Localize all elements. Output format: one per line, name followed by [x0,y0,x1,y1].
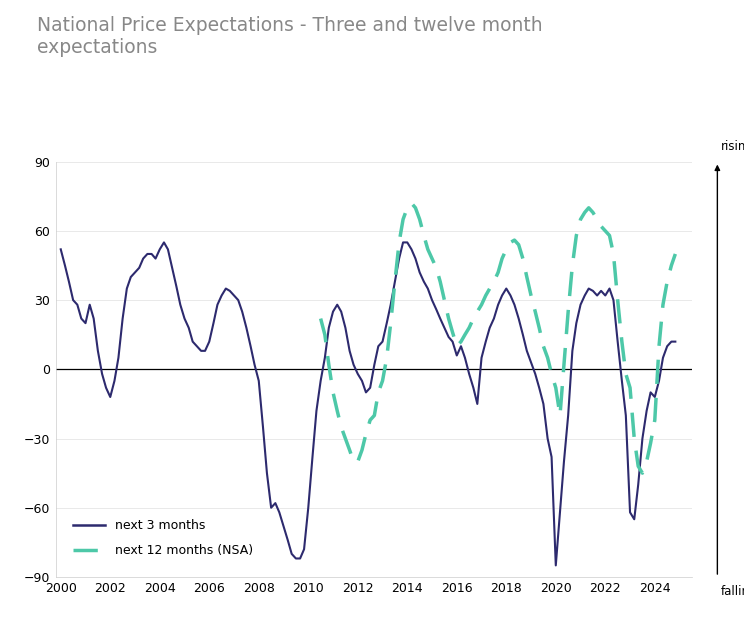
Text: rising: rising [720,140,744,153]
Text: falling: falling [720,585,744,598]
Legend: next 3 months, next 12 months (NSA): next 3 months, next 12 months (NSA) [68,514,257,562]
Text: National Price Expectations - Three and twelve month
expectations: National Price Expectations - Three and … [37,16,543,57]
Text: Net balance, %, SA: Net balance, %, SA [62,136,189,149]
Text: Price Expectations: Price Expectations [308,135,462,150]
